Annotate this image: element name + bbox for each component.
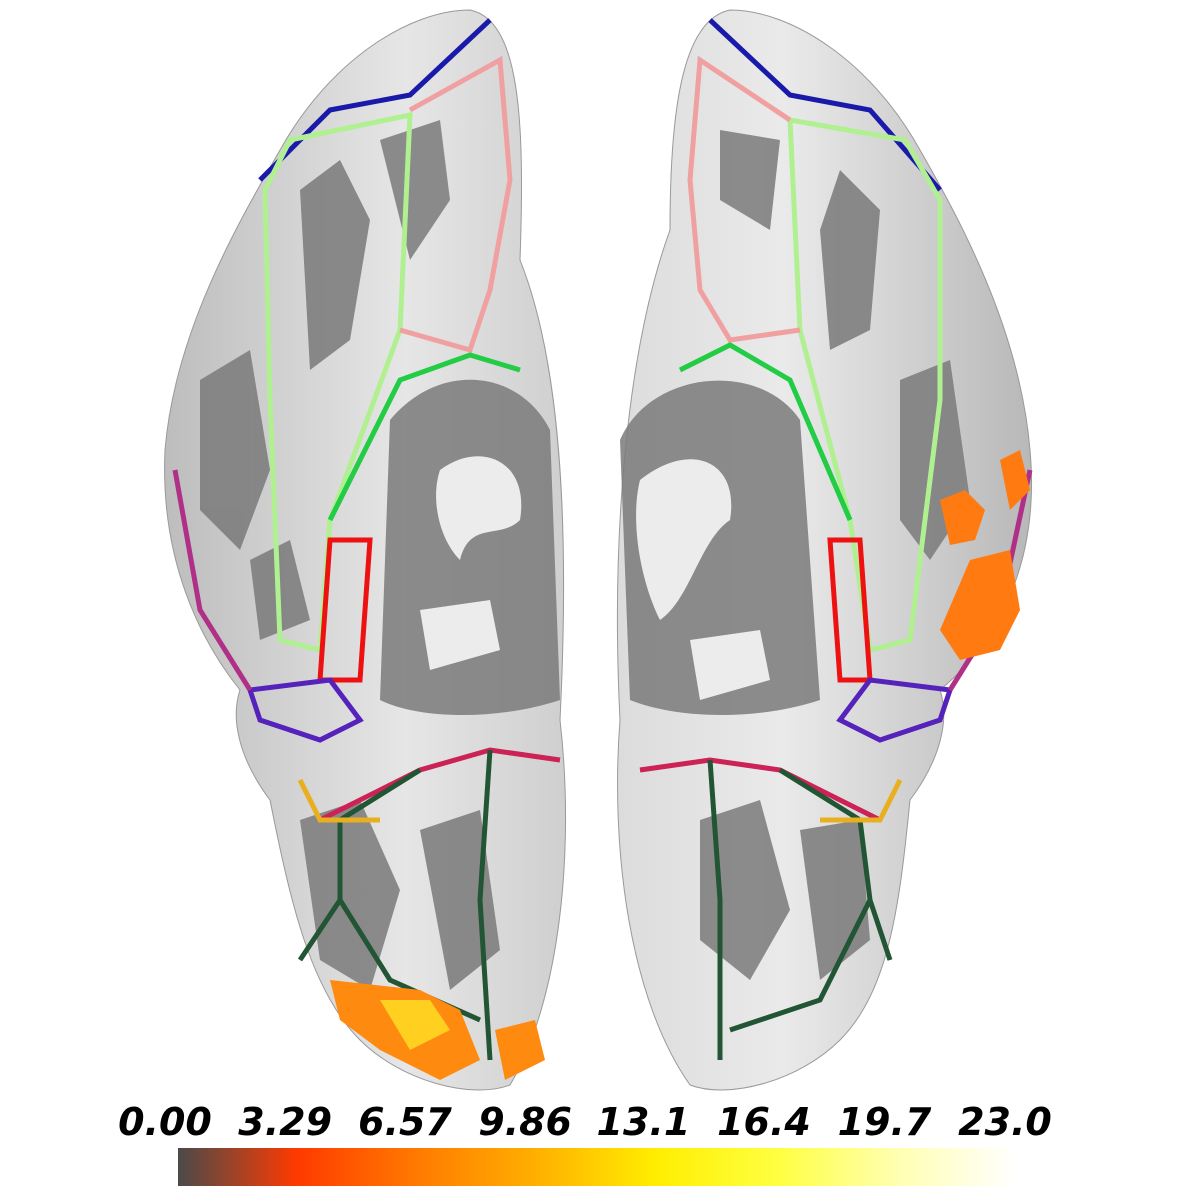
colorbar-tick-label: 0.00 (118, 1100, 212, 1144)
colorbar-tick-label: 9.86 (478, 1100, 572, 1144)
colorbar: 0.00 3.29 6.57 9.86 13.1 16.4 19.7 23.0 (118, 1100, 1052, 1186)
colorbar-gradient (178, 1148, 1015, 1186)
left-hemisphere (164, 9, 567, 1091)
colorbar-tick-label: 3.29 (238, 1100, 332, 1144)
colorbar-tick-label: 16.4 (717, 1100, 811, 1144)
colorbar-tick-label: 23.0 (958, 1100, 1052, 1144)
activation (940, 450, 1030, 660)
right-hemisphere (616, 9, 1033, 1091)
colorbar-tick-label: 13.1 (597, 1100, 691, 1144)
colorbar-tick-label: 19.7 (838, 1100, 932, 1144)
colorbar-tick-label: 6.57 (358, 1100, 452, 1144)
